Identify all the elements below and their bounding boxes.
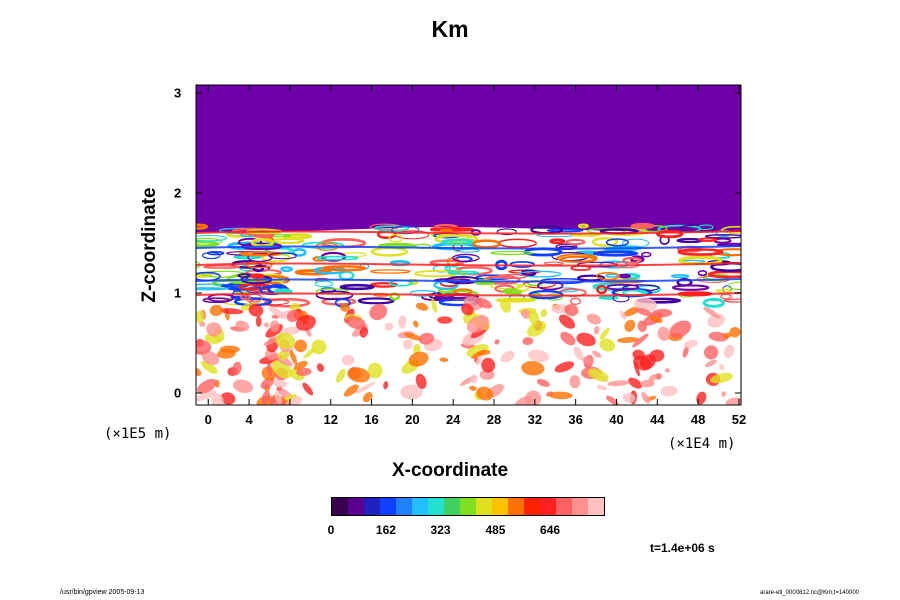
- time-annotation: t=1.4e+06 s: [650, 541, 715, 555]
- footer-source: arare-etl_0000812.nc@Km,t=140000: [760, 590, 859, 596]
- x-tick-label: 52: [731, 412, 747, 427]
- x-tick-label: 16: [364, 412, 379, 427]
- plot-frame: [195, 84, 742, 406]
- y-tick-label: 3: [174, 85, 182, 101]
- x-tick-label: 4: [245, 412, 253, 427]
- y-axis-unit: (×1E5 m): [104, 426, 172, 442]
- y-axis-label: Z-coordinate: [139, 187, 160, 303]
- y-tick-label: 0: [174, 385, 182, 401]
- colorbar: [331, 497, 605, 516]
- x-tick-label: 0: [204, 412, 212, 427]
- lower-high-value-region: [196, 296, 741, 405]
- x-tick-label: 48: [690, 412, 706, 427]
- mid-banded-layer: [196, 223, 741, 308]
- x-tick-label: 32: [527, 412, 543, 427]
- colorbar-tick-label: 485: [485, 523, 506, 537]
- x-tick-label: 36: [568, 412, 583, 427]
- y-tick-label: 1: [174, 285, 182, 301]
- colorbar-tick-label: 162: [375, 523, 396, 537]
- x-tick-label: 8: [286, 412, 294, 427]
- heatmap-field: [196, 85, 741, 405]
- x-tick-label: 24: [445, 412, 461, 427]
- chart-title: Km: [431, 16, 469, 42]
- x-tick-label: 20: [405, 412, 420, 427]
- x-tick-label: 44: [650, 412, 665, 427]
- upper-low-value-region: [196, 85, 741, 233]
- footer-command: /usr/bin/gpview 2005-09-13: [60, 589, 145, 596]
- x-axis-unit: (×1E4 m): [668, 436, 736, 452]
- y-tick-label: 2: [174, 185, 182, 201]
- colorbar-tick-label: 323: [430, 523, 451, 537]
- x-tick-label: 40: [609, 412, 624, 427]
- x-axis-label: X-coordinate: [391, 460, 509, 481]
- colorbar-tick-label: 646: [540, 523, 561, 537]
- x-tick-label: 12: [323, 412, 338, 427]
- colorbar-tick-label: 0: [327, 523, 335, 537]
- x-tick-label: 28: [486, 412, 502, 427]
